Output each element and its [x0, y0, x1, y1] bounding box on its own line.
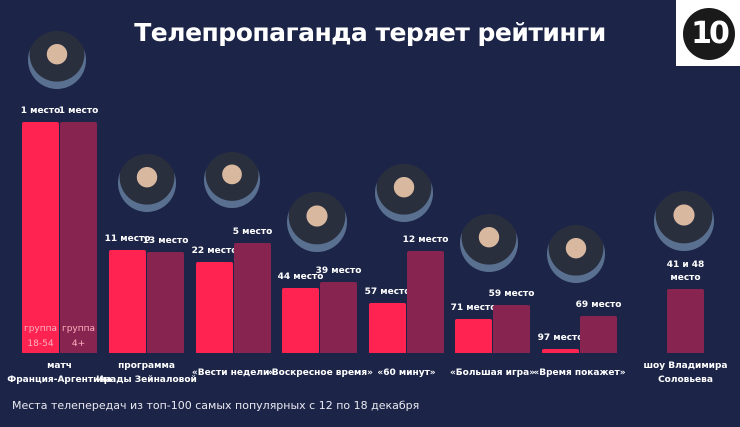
bar-group-18-54 — [196, 262, 233, 353]
bar-group-4plus — [234, 242, 271, 353]
data-label: 1 место — [58, 106, 99, 116]
program-photo — [460, 214, 518, 272]
bar-group-4plus — [667, 288, 704, 353]
bar-group-4plus — [147, 251, 184, 353]
legend-label-line: 18-54 — [27, 339, 54, 349]
data-label: 12 место — [402, 234, 449, 245]
category-label: «Большая игра» — [433, 366, 553, 380]
category-label: шоу Владимира Соловьева — [626, 359, 740, 387]
category-label: матч Франция-Аргентина — [0, 359, 120, 387]
data-label: 41 и 48 место — [667, 259, 705, 285]
data-label: 44 место — [277, 271, 324, 282]
bar-group-18-54 — [542, 348, 579, 353]
bar-group-18-54 — [455, 318, 492, 353]
category-label: «Время покажет» — [520, 366, 640, 380]
bar-group-18-54 — [109, 249, 146, 353]
bar-group-18-54 — [369, 302, 406, 353]
category-label-line: «Большая игра» — [449, 368, 536, 378]
category-label-line: Ирады Зейналовой — [96, 375, 197, 385]
logo: 10 — [676, 0, 740, 66]
category-label-line: «Время покажет» — [533, 368, 626, 378]
bar-group-4plus — [493, 304, 530, 353]
program-photo — [28, 31, 86, 89]
data-label: 5 место — [232, 226, 273, 237]
data-label: 57 место — [364, 286, 411, 297]
program-photo — [654, 191, 714, 251]
data-label: 13 место — [142, 235, 189, 246]
data-label: 69 место — [575, 300, 622, 311]
data-label: 97 место — [537, 332, 584, 343]
logo-mark: 10 — [683, 8, 735, 60]
data-label: 1 место — [20, 106, 61, 116]
data-label: 59 место — [488, 288, 535, 299]
category-label-line: «60 минут» — [377, 368, 436, 378]
category-label-line: Соловьева — [658, 375, 713, 385]
data-label: 71 место — [450, 302, 497, 313]
bar-group-18-54 — [282, 287, 319, 353]
bar-group-4plus — [320, 281, 357, 353]
data-label: 11 место — [104, 233, 151, 244]
bar-group-4plus — [580, 316, 617, 353]
data-label-line: 41 и 48 — [666, 259, 705, 270]
program-photo — [204, 152, 260, 208]
data-label: 39 место — [315, 265, 362, 276]
data-label: 22 место — [191, 246, 238, 257]
chart-title: Телепропаганда теряет рейтинги — [134, 18, 606, 47]
data-label-line: место — [670, 272, 701, 283]
category-label-line: программа — [118, 361, 175, 371]
legend-label-line: группа — [23, 324, 58, 334]
program-photo — [375, 164, 433, 222]
legend-label-line: группа — [61, 324, 96, 334]
legend-label: группа 4+ — [62, 322, 95, 352]
category-label: «Вести недели» — [174, 366, 294, 380]
bar-group-18-54 — [22, 122, 59, 353]
category-label-line: «Вести недели» — [191, 368, 276, 378]
category-label-line: «Воскресное время» — [265, 368, 373, 378]
program-photo — [547, 225, 605, 283]
category-label-line: Франция-Аргентина — [7, 375, 112, 385]
footnote: Места телепередач из топ-100 самых попул… — [12, 399, 420, 412]
category-label: «60 минут» — [347, 366, 467, 380]
category-label: программа Ирады Зейналовой — [87, 359, 207, 387]
legend-label: группа 18-54 — [24, 322, 57, 352]
category-label-line: шоу Владимира — [643, 361, 728, 371]
bar-group-4plus — [60, 122, 97, 353]
program-photo — [118, 154, 176, 212]
bar-group-4plus — [407, 250, 444, 353]
category-label: «Воскресное время» — [260, 366, 380, 380]
program-photo — [287, 192, 347, 252]
legend-label-line: 4+ — [71, 339, 86, 349]
category-label-line: матч — [47, 361, 72, 371]
